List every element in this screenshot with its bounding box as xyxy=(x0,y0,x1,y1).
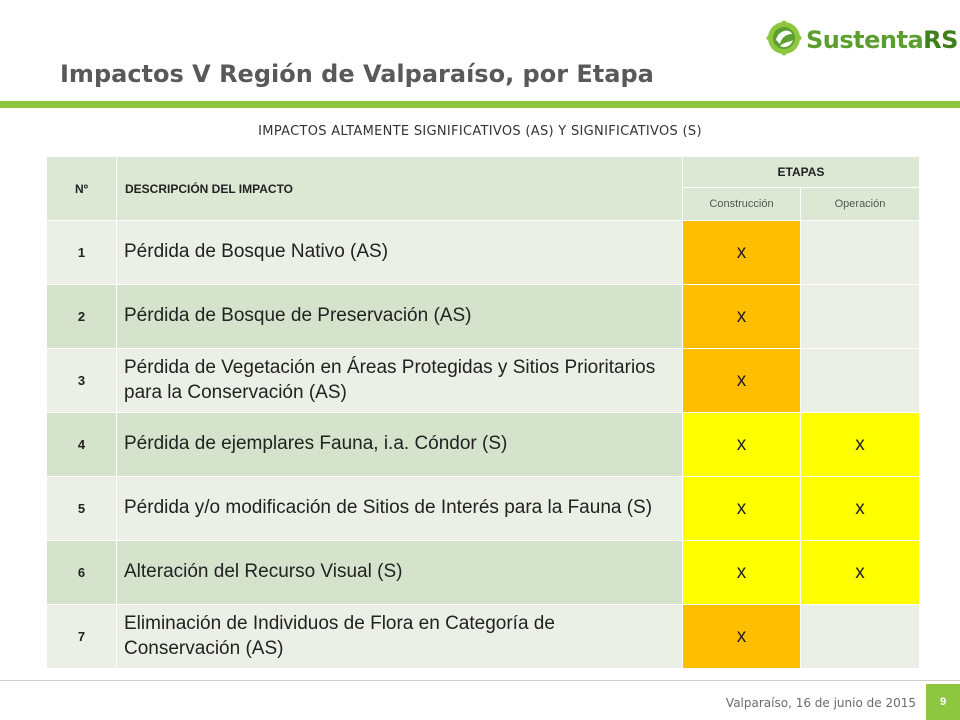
construction-mark: x xyxy=(682,284,801,349)
row-description: Pérdida de Bosque de Preservación (AS) xyxy=(116,284,683,349)
operation-mark xyxy=(800,284,920,349)
operation-mark xyxy=(800,348,920,413)
footer-date: Valparaíso, 16 de junio de 2015 xyxy=(725,696,916,710)
row-number: 3 xyxy=(46,348,117,413)
row-number: 5 xyxy=(46,476,117,541)
row-number: 7 xyxy=(46,604,117,669)
sustentarse-logo: SustentaRSE xyxy=(766,20,960,60)
operation-mark: x xyxy=(800,540,920,605)
gear-leaf-icon xyxy=(766,20,802,56)
construction-mark: x xyxy=(682,348,801,413)
row-number: 4 xyxy=(46,412,117,477)
row-description: Alteración del Recurso Visual (S) xyxy=(116,540,683,605)
page-number-badge: 9 xyxy=(926,684,960,720)
row-number: 1 xyxy=(46,220,117,285)
table-row: 2 Pérdida de Bosque de Preservación (AS)… xyxy=(46,284,920,349)
impacts-table: Nº DESCRIPCIÓN DEL IMPACTO ETAPAS Constr… xyxy=(46,155,920,669)
row-description: Pérdida de Bosque Nativo (AS) xyxy=(116,220,683,285)
header-stages: ETAPAS xyxy=(682,155,920,189)
header-operation: Operación xyxy=(800,187,920,221)
table-row: 6 Alteración del Recurso Visual (S) x x xyxy=(46,540,920,605)
table-row: 4 Pérdida de ejemplares Fauna, i.a. Cónd… xyxy=(46,412,920,477)
header-construction: Construcción xyxy=(682,187,801,221)
construction-mark: x xyxy=(682,604,801,669)
construction-mark: x xyxy=(682,220,801,285)
table-subtitle: IMPACTOS ALTAMENTE SIGNIFICATIVOS (AS) Y… xyxy=(258,124,702,139)
row-description: Pérdida y/o modificación de Sitios de In… xyxy=(116,476,683,541)
footer-divider xyxy=(0,680,960,681)
construction-mark: x xyxy=(682,412,801,477)
row-description: Eliminación de Individuos de Flora en Ca… xyxy=(116,604,683,669)
table-row: 5 Pérdida y/o modificación de Sitios de … xyxy=(46,476,920,541)
logo-wordmark: SustentaRSE xyxy=(806,26,960,54)
header-description: DESCRIPCIÓN DEL IMPACTO xyxy=(116,156,683,221)
operation-mark xyxy=(800,604,920,669)
operation-mark xyxy=(800,220,920,285)
page-title: Impactos V Región de Valparaíso, por Eta… xyxy=(60,60,654,88)
logo-wordmark-part2: RSE xyxy=(923,26,960,54)
row-number: 6 xyxy=(46,540,117,605)
construction-mark: x xyxy=(682,540,801,605)
table-row: 7 Eliminación de Individuos de Flora en … xyxy=(46,604,920,669)
table-row: 1 Pérdida de Bosque Nativo (AS) x xyxy=(46,220,920,285)
row-number: 2 xyxy=(46,284,117,349)
operation-mark: x xyxy=(800,476,920,541)
operation-mark: x xyxy=(800,412,920,477)
construction-mark: x xyxy=(682,476,801,541)
title-divider xyxy=(0,101,960,108)
row-description: Pérdida de ejemplares Fauna, i.a. Cóndor… xyxy=(116,412,683,477)
row-description: Pérdida de Vegetación en Áreas Protegida… xyxy=(116,348,683,413)
table-row: 3 Pérdida de Vegetación en Áreas Protegi… xyxy=(46,348,920,413)
logo-wordmark-part1: Sustenta xyxy=(806,26,924,54)
header-num: Nº xyxy=(46,156,117,221)
